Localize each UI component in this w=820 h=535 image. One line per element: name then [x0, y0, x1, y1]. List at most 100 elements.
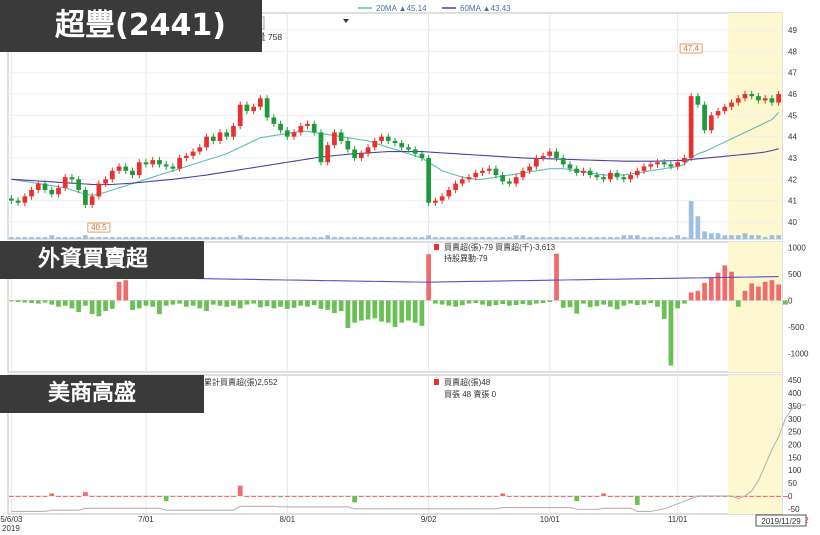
candle-body [621, 177, 627, 180]
volume-bar [210, 237, 216, 239]
candle-body [581, 170, 586, 173]
candle-body [480, 170, 485, 173]
foreign-bar [83, 300, 88, 306]
candle-body [466, 177, 472, 180]
volume-bar [641, 237, 647, 239]
foreign-bar [399, 300, 405, 323]
broker-bar [486, 495, 492, 497]
foreign-bar [130, 300, 135, 310]
candle-body [258, 98, 263, 107]
y-tick-label: 46 [788, 90, 797, 99]
candle-body [204, 136, 209, 148]
foreign-bar [345, 300, 351, 328]
candle-body [453, 183, 458, 190]
volume-bar [668, 237, 674, 239]
broker-bar [136, 495, 142, 497]
candle-body [130, 170, 135, 176]
foreign-bar [769, 280, 775, 301]
mid-y-tick-label: -1000 [788, 349, 809, 358]
candle-body [554, 151, 559, 158]
candle-body [520, 170, 526, 178]
candle-body [385, 136, 391, 141]
candle-body [756, 96, 761, 101]
foreign-bar [634, 300, 640, 306]
volume-bar [284, 237, 290, 239]
foreign-bar [533, 300, 539, 304]
volume-bar [567, 237, 573, 239]
candle-body [574, 168, 580, 173]
candle-body [35, 183, 41, 190]
broker-bar [318, 495, 324, 497]
candle-body [136, 162, 142, 176]
broker-bar [190, 495, 196, 497]
broker-bar [177, 495, 182, 497]
y-tick-label: 49 [788, 26, 797, 35]
foreign-bar [184, 300, 189, 307]
volume-bar [628, 235, 633, 239]
volume-bar [419, 237, 425, 239]
volume-bar [83, 235, 88, 239]
candle-body [419, 153, 425, 158]
foreign-bar [735, 300, 741, 307]
volume-bar [264, 237, 270, 239]
candle-body [735, 98, 741, 103]
broker-bar [49, 493, 55, 496]
broker-bar [749, 495, 755, 497]
candle-body [527, 166, 532, 171]
bot-legend-left: 累計買賣超(張)2,552 [204, 377, 278, 387]
broker-bar [533, 495, 539, 497]
broker-bar [507, 495, 512, 497]
candle-body [392, 140, 398, 144]
broker-bar [574, 495, 580, 502]
broker-bar [594, 495, 600, 497]
broker-bar [513, 495, 519, 497]
bot-y-tick-label: 0 [788, 492, 793, 501]
year-label: 2019 [2, 524, 20, 533]
low-label-box [87, 222, 111, 233]
volume-bar [399, 237, 405, 239]
foreign-bar [473, 300, 479, 304]
highlight-area [728, 375, 782, 514]
y-tick-label: 41 [788, 197, 797, 206]
date-box [755, 514, 807, 527]
broker-bar [385, 495, 391, 497]
volume-bar [318, 237, 324, 239]
candle-body [338, 132, 344, 141]
candle-body [251, 106, 257, 112]
bot-y-tick-label: 300 [788, 415, 802, 424]
volume-bar [231, 237, 236, 239]
volume-bar [527, 237, 532, 239]
mid-y-tick-label: 500 [788, 270, 802, 279]
dropdown-arrow-icon [343, 19, 349, 23]
volume-bar [439, 237, 445, 239]
broker-bar [237, 485, 243, 496]
foreign-bar [325, 300, 331, 310]
broker-bar [439, 495, 445, 497]
foreign-bar [89, 300, 95, 315]
volume-bar [729, 235, 734, 239]
broker-bar [184, 495, 189, 497]
broker-bar [163, 495, 169, 502]
candle-body [284, 130, 290, 137]
broker-bar [9, 495, 14, 497]
broker-bar [332, 495, 337, 497]
bot-y-tick-label: 250 [788, 428, 802, 437]
candle-body [224, 132, 230, 137]
foreign-bar [358, 300, 364, 321]
volume-bar [157, 237, 162, 239]
candle-body [143, 162, 149, 165]
foreign-bar [217, 300, 223, 306]
candle-body [587, 170, 593, 176]
broker-bar [661, 495, 667, 497]
candle-body [426, 157, 432, 203]
foreign-bar [365, 300, 371, 320]
candle-body [358, 153, 364, 158]
candle-body [311, 123, 317, 133]
low-label: 40.5 [91, 223, 107, 232]
volume-bar [271, 237, 277, 239]
volume-bar [507, 237, 512, 239]
volume-bar [136, 237, 142, 239]
broker-bar [547, 495, 553, 497]
volume-bar [190, 237, 196, 239]
volume-bar [150, 237, 156, 239]
